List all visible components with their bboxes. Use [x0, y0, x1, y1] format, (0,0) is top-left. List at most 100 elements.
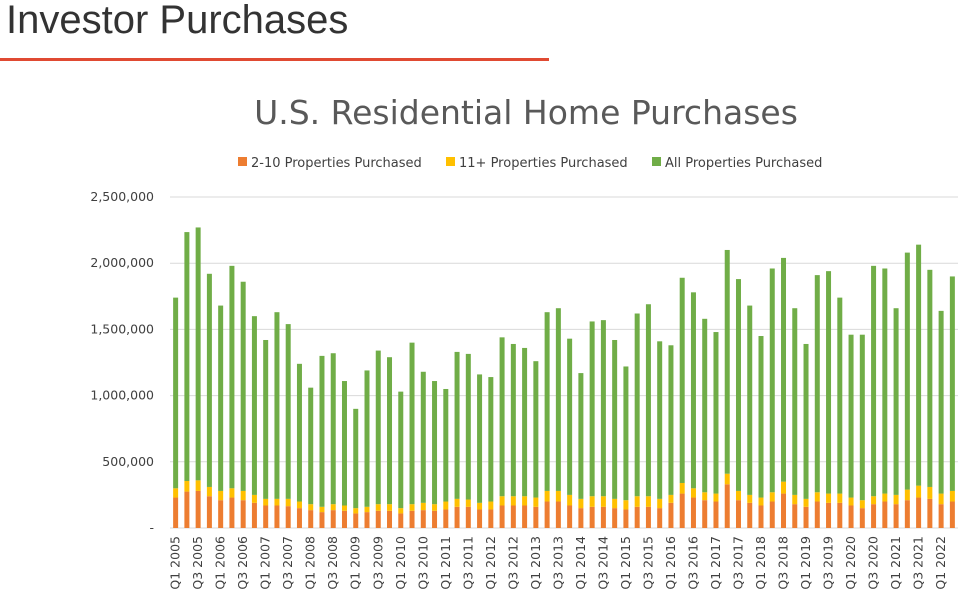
bar-segment-3	[229, 265, 235, 489]
bar-segment-2	[803, 498, 809, 507]
bar-segment-2	[375, 504, 381, 511]
bar-segment-2	[567, 494, 573, 506]
x-tick-label: Q1 2016	[663, 536, 678, 590]
bar-segment-3	[792, 308, 798, 495]
bar-segment-2	[555, 490, 561, 502]
legend-swatch-2	[446, 157, 455, 166]
bar-segment-3	[814, 275, 820, 493]
bar-segment-2	[702, 492, 708, 501]
bar-segment-1	[904, 500, 910, 528]
y-tick-label: 2,500,000	[90, 189, 154, 204]
bar-segment-2	[218, 490, 224, 501]
bar-segment-2	[465, 499, 471, 507]
x-tick-label: Q1 2018	[753, 536, 768, 590]
bar-segment-2	[949, 490, 955, 502]
bar-segment-2	[679, 482, 685, 494]
bar-segment-3	[567, 338, 573, 495]
legend-label-1: 2-10 Properties Purchased	[251, 156, 422, 171]
x-tick-label: Q3 2006	[235, 536, 250, 590]
bar-segment-3	[285, 324, 291, 499]
bar-segment-1	[544, 501, 550, 528]
bar-segment-2	[364, 506, 370, 513]
bar-segment-1	[296, 508, 302, 528]
bar-segment-2	[330, 504, 336, 511]
bar-segment-1	[285, 506, 291, 528]
bar-segment-3	[859, 334, 865, 501]
bar-segment-1	[375, 510, 381, 528]
bar-segment-3	[690, 292, 696, 489]
bar-segment-3	[510, 343, 516, 497]
bar-segment-3	[826, 271, 832, 494]
legend-swatch-1	[238, 157, 247, 166]
bar-segment-2	[735, 490, 741, 501]
bar-segment-3	[263, 339, 269, 499]
bar-segment-3	[927, 269, 933, 487]
bar-segment-3	[409, 342, 415, 505]
bar-segment-1	[319, 512, 325, 528]
bar-segment-3	[589, 321, 595, 497]
x-tick-label: Q1 2011	[438, 536, 453, 590]
bar-segment-3	[533, 361, 539, 498]
bar-segment-3	[375, 350, 381, 505]
bar-segment-2	[927, 486, 933, 499]
bar-segment-2	[240, 490, 246, 501]
bar-segment-3	[353, 408, 359, 509]
bar-segment-3	[218, 305, 224, 491]
bar-segment-1	[679, 493, 685, 528]
x-tick-label: Q1 2005	[168, 536, 183, 590]
x-tick-label: Q3 2018	[776, 536, 791, 590]
bar-segment-3	[398, 391, 404, 509]
bar-segment-3	[454, 351, 460, 499]
x-tick-label: Q3 2010	[415, 536, 430, 590]
bar-segment-2	[938, 493, 944, 505]
bar-segment-2	[195, 480, 201, 491]
bar-segment-3	[206, 273, 212, 487]
x-tick-label: Q1 2019	[798, 536, 813, 590]
bar-segment-2	[612, 498, 618, 509]
bar-segment-2	[229, 488, 235, 498]
bar-segment-3	[251, 316, 257, 495]
bar-segment-1	[826, 502, 832, 528]
bar-segment-1	[578, 508, 584, 528]
bar-segment-3	[758, 336, 764, 498]
y-axis: - 500,000 1,000,000 1,500,000 2,000,000 2,500…	[90, 189, 154, 535]
bar-segment-1	[443, 509, 449, 528]
bar-segment-2	[296, 501, 302, 509]
bar-segment-2	[882, 493, 888, 502]
x-tick-label: Q3 2009	[370, 536, 385, 590]
bar-segment-1	[657, 508, 663, 528]
bar-segment-3	[387, 357, 393, 505]
bar-segment-1	[195, 490, 201, 528]
bar-segment-3	[522, 347, 528, 497]
x-tick-label: Q1 2012	[483, 536, 498, 590]
x-tick-label: Q3 2013	[550, 536, 565, 590]
bar-segment-1	[477, 509, 483, 528]
bar-segment-3	[296, 363, 302, 502]
bar-segment-2	[690, 488, 696, 498]
bar-segment-3	[668, 345, 674, 495]
bar-segment-2	[533, 497, 539, 507]
bar-segment-1	[522, 505, 528, 528]
legend-label-2: 11+ Properties Purchased	[459, 156, 628, 171]
x-tick-label: Q1 2021	[888, 536, 903, 590]
bar-segment-1	[218, 500, 224, 528]
bar-segment-3	[904, 252, 910, 490]
x-tick-label: Q3 2014	[595, 536, 610, 590]
bar-segment-1	[938, 504, 944, 528]
y-tick-label: 1,000,000	[90, 388, 154, 403]
bar-segment-1	[724, 484, 730, 528]
bar-segment-2	[724, 473, 730, 485]
bar-segment-2	[443, 501, 449, 510]
bar-segment-2	[781, 481, 787, 494]
bar-segment-1	[364, 512, 370, 528]
bar-segment-2	[871, 496, 877, 505]
bar-segment-1	[432, 510, 438, 528]
bar-segment-3	[634, 313, 640, 497]
bar-segment-2	[578, 498, 584, 509]
bar-segment-1	[341, 510, 347, 528]
bar-segment-2	[848, 497, 854, 506]
bar-segment-3	[499, 337, 505, 497]
bar-segment-3	[544, 312, 550, 491]
bar-segment-1	[533, 506, 539, 528]
bar-segment-1	[949, 501, 955, 528]
